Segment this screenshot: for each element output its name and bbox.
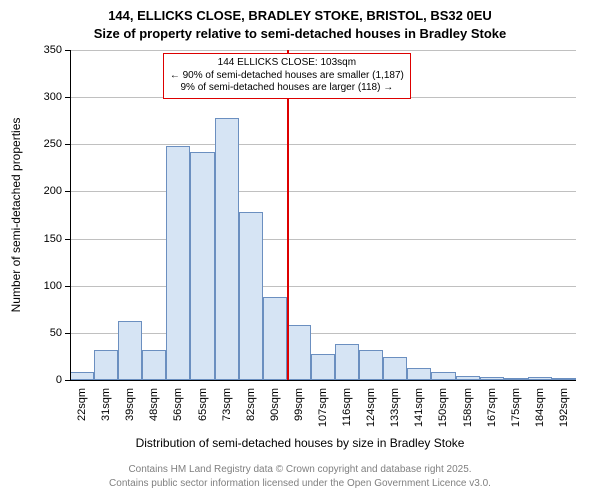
- footer-line2: Contains public sector information licen…: [0, 478, 600, 489]
- y-tick-label: 350: [44, 44, 62, 56]
- y-tick-label: 0: [56, 374, 62, 386]
- x-tick-label: 65sqm: [197, 388, 209, 438]
- x-tick-label: 124sqm: [365, 388, 377, 438]
- y-tick-label: 50: [50, 327, 62, 339]
- x-tick-label: 90sqm: [269, 388, 281, 438]
- chart-title-line1: 144, ELLICKS CLOSE, BRADLEY STOKE, BRIST…: [0, 8, 600, 23]
- x-tick-label: 48sqm: [148, 388, 160, 438]
- y-axis-title: Number of semi-detached properties: [9, 118, 23, 313]
- histogram-bar: [287, 325, 311, 380]
- y-tick-label: 100: [44, 280, 62, 292]
- grid-line: [70, 286, 576, 287]
- histogram-bar: [359, 350, 383, 380]
- x-tick-label: 184sqm: [534, 388, 546, 438]
- grid-line: [70, 50, 576, 51]
- x-tick-label: 99sqm: [293, 388, 305, 438]
- x-axis-line: [70, 380, 576, 381]
- x-tick-label: 175sqm: [510, 388, 522, 438]
- chart-plot-area: 144 ELLICKS CLOSE: 103sqm← 90% of semi-d…: [70, 50, 576, 380]
- x-tick-label: 192sqm: [558, 388, 570, 438]
- histogram-bar: [407, 368, 431, 380]
- x-tick-label: 22sqm: [76, 388, 88, 438]
- x-tick-label: 158sqm: [462, 388, 474, 438]
- x-tick-label: 133sqm: [389, 388, 401, 438]
- y-axis-line: [70, 50, 71, 380]
- x-tick-label: 150sqm: [437, 388, 449, 438]
- histogram-bar: [311, 354, 335, 380]
- x-tick-label: 73sqm: [221, 388, 233, 438]
- x-tick-label: 107sqm: [317, 388, 329, 438]
- histogram-bar: [263, 297, 287, 380]
- histogram-bar: [215, 118, 239, 380]
- chart-title-line2: Size of property relative to semi-detach…: [0, 26, 600, 41]
- y-tick-label: 200: [44, 185, 62, 197]
- x-tick-label: 141sqm: [413, 388, 425, 438]
- histogram-bar: [94, 350, 118, 380]
- x-tick-label: 39sqm: [124, 388, 136, 438]
- histogram-bar: [142, 350, 166, 380]
- x-tick-label: 31sqm: [100, 388, 112, 438]
- grid-line: [70, 144, 576, 145]
- x-tick-label: 116sqm: [341, 388, 353, 438]
- x-tick-label: 56sqm: [172, 388, 184, 438]
- footer-line1: Contains HM Land Registry data © Crown c…: [0, 464, 600, 475]
- y-tick-label: 150: [44, 233, 62, 245]
- callout-line2: ← 90% of semi-detached houses are smalle…: [170, 70, 404, 83]
- grid-line: [70, 191, 576, 192]
- histogram-bar: [335, 344, 359, 380]
- grid-line: [70, 333, 576, 334]
- x-tick-label: 167sqm: [486, 388, 498, 438]
- histogram-bar: [118, 321, 142, 380]
- marker-line: [287, 50, 289, 380]
- callout-line3: 9% of semi-detached houses are larger (1…: [170, 82, 404, 95]
- histogram-bar: [70, 372, 94, 380]
- x-axis-title: Distribution of semi-detached houses by …: [0, 436, 600, 450]
- grid-line: [70, 239, 576, 240]
- callout-line1: 144 ELLICKS CLOSE: 103sqm: [170, 57, 404, 70]
- histogram-bar: [166, 146, 190, 380]
- y-tick-label: 300: [44, 91, 62, 103]
- histogram-bar: [239, 212, 263, 380]
- histogram-bar: [190, 152, 214, 380]
- histogram-bar: [383, 357, 407, 380]
- marker-callout: 144 ELLICKS CLOSE: 103sqm← 90% of semi-d…: [163, 53, 411, 99]
- histogram-bar: [431, 372, 455, 380]
- y-tick-label: 250: [44, 138, 62, 150]
- x-tick-label: 82sqm: [245, 388, 257, 438]
